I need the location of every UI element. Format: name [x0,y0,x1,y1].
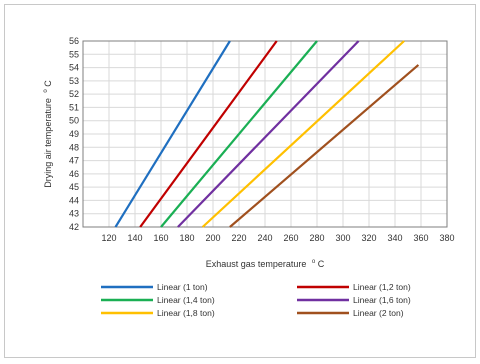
y-tick-label: 53 [69,76,79,86]
legend: Linear (1 ton) Linear (1,2 ton) Linear (1,… [101,282,411,318]
legend-item-1: Linear (1 ton) [101,282,208,292]
y-tick-label: 44 [69,195,79,205]
grid [82,40,448,228]
legend-label: Linear (1,2 ton) [353,282,411,292]
x-tick-label: 120 [101,233,116,243]
line-chart: 120 140 160 180 200 220 240 260 280 300 320 340 360 3… [39,36,455,318]
series-line-1 [114,40,231,228]
legend-label: Linear (1,8 ton) [157,308,215,318]
legend-label: Linear (2 ton) [353,308,404,318]
legend-item-4: Linear (1,6 ton) [297,295,411,305]
legend-label: Linear (1,4 ton) [157,295,215,305]
plot-area-border [82,40,448,228]
x-tick-label: 180 [179,233,194,243]
y-tick-label: 43 [69,209,79,219]
x-tick-label: 280 [309,233,324,243]
y-tick-label: 54 [69,63,79,73]
y-tick-label: 42 [69,222,79,232]
x-tick-label: 300 [335,233,350,243]
series-line-6 [229,64,420,228]
series-line-5 [201,40,405,228]
y-tick-label: 48 [69,142,79,152]
x-tick-label: 160 [153,233,168,243]
series-lines [114,40,420,228]
y-tick-label: 56 [69,36,79,46]
x-tick-label: 240 [257,233,272,243]
y-tick-label: 46 [69,169,79,179]
x-tick-label: 140 [127,233,142,243]
x-axis-ticks: 120 140 160 180 200 220 240 260 280 300 320 340 360 3… [101,233,454,243]
legend-item-6: Linear (2 ton) [297,308,404,318]
y-tick-label: 50 [69,116,79,126]
legend-item-2: Linear (1,2 ton) [297,282,411,292]
x-tick-label: 320 [361,233,376,243]
y-tick-label: 49 [69,129,79,139]
y-tick-label: 51 [69,102,79,112]
legend-item-5: Linear (1,8 ton) [101,308,215,318]
series-line-4 [177,40,360,228]
legend-label: Linear (1 ton) [157,282,208,292]
x-tick-label: 340 [387,233,402,243]
x-axis-label: Exhaust gas temperature o C [206,255,325,269]
series-line-2 [139,40,278,228]
y-tick-label: 45 [69,182,79,192]
y-tick-label: 55 [69,49,79,59]
series-line-3 [160,40,318,228]
x-tick-label: 200 [205,233,220,243]
y-tick-label: 47 [69,156,79,166]
x-tick-label: 260 [283,233,298,243]
x-tick-label: 380 [439,233,454,243]
y-tick-label: 52 [69,89,79,99]
y-axis-ticks: 42 43 44 45 46 47 48 49 50 51 52 53 54 55 56 [69,36,79,232]
x-tick-label: 220 [231,233,246,243]
legend-label: Linear (1,6 ton) [353,295,411,305]
chart-frame: 120 140 160 180 200 220 240 260 280 300 320 340 360 3… [4,4,476,358]
y-axis-label: Drying air temperature o C [39,80,53,188]
legend-item-3: Linear (1,4 ton) [101,295,215,305]
x-tick-label: 360 [413,233,428,243]
